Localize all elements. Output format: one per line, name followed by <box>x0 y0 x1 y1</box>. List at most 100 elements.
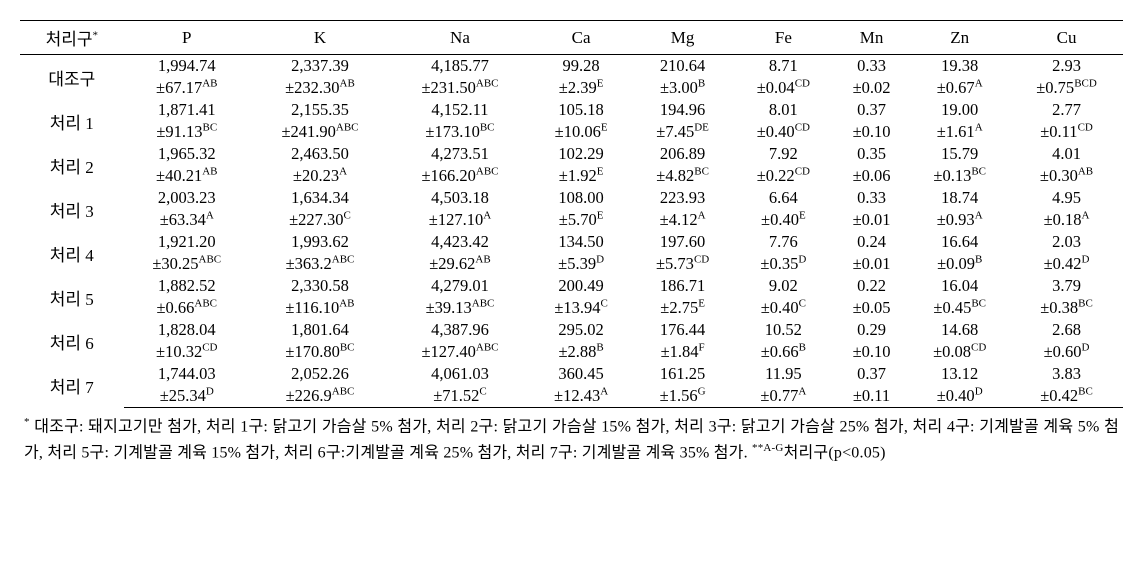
sd-cell: ±20.23A <box>250 165 390 187</box>
sig-superscript: D <box>206 386 214 398</box>
sig-superscript: D <box>798 254 806 266</box>
sd-cell: ±0.40E <box>733 209 834 231</box>
mean-cell: 10.52 <box>733 319 834 341</box>
row-label: 처리 6 <box>20 319 124 363</box>
row-label: 처리 5 <box>20 275 124 319</box>
sig-superscript: E <box>698 298 705 310</box>
row-label: 대조구 <box>20 55 124 100</box>
table-row: ±0.66ABC±116.10AB±39.13ABC±13.94C±2.75E±… <box>20 297 1123 319</box>
mean-cell: 3.79 <box>1010 275 1123 297</box>
col-header: Mn <box>834 21 910 55</box>
sd-cell: ±0.05 <box>834 297 910 319</box>
sig-superscript: BC <box>971 166 986 178</box>
sd-cell: ±67.17AB <box>124 77 250 99</box>
sd-cell: ±241.90ABC <box>250 121 390 143</box>
mean-cell: 0.37 <box>834 99 910 121</box>
sd-cell: ±173.10BC <box>390 121 530 143</box>
sd-cell: ±5.70E <box>530 209 632 231</box>
sd-cell: ±3.00B <box>632 77 733 99</box>
mean-cell: 0.33 <box>834 55 910 78</box>
sig-superscript: CD <box>795 122 810 134</box>
sig-superscript: A <box>1082 210 1090 222</box>
mean-cell: 4,061.03 <box>390 363 530 385</box>
mean-cell: 1,994.74 <box>124 55 250 78</box>
sig-superscript: C <box>601 298 608 310</box>
mean-cell: 4,423.42 <box>390 231 530 253</box>
table-row: 대조구1,994.742,337.394,185.7799.28210.648.… <box>20 55 1123 78</box>
sig-superscript: BC <box>1078 298 1093 310</box>
sig-superscript: AB <box>339 298 354 310</box>
sd-cell: ±116.10AB <box>250 297 390 319</box>
sd-cell: ±63.34A <box>124 209 250 231</box>
sig-superscript: A <box>600 386 608 398</box>
sig-superscript: F <box>699 342 705 354</box>
col-header: Ca <box>530 21 632 55</box>
sig-superscript: AB <box>202 166 217 178</box>
sd-cell: ±2.39E <box>530 77 632 99</box>
mean-cell: 7.92 <box>733 143 834 165</box>
mean-cell: 161.25 <box>632 363 733 385</box>
mean-cell: 18.74 <box>909 187 1010 209</box>
sig-superscript: E <box>597 210 604 222</box>
sd-cell: ±0.11 <box>834 385 910 408</box>
mean-cell: 1,965.32 <box>124 143 250 165</box>
col-header: Zn <box>909 21 1010 55</box>
sig-superscript: D <box>975 386 983 398</box>
table-row: ±30.25ABC±363.2ABC±29.62AB±5.39D±5.73CD±… <box>20 253 1123 275</box>
sig-superscript: ABC <box>476 342 499 354</box>
mean-cell: 186.71 <box>632 275 733 297</box>
mean-cell: 2,330.58 <box>250 275 390 297</box>
sd-cell: ±0.67A <box>909 77 1010 99</box>
sig-superscript: CD <box>202 342 217 354</box>
table-row: ±67.17AB±232.30AB±231.50ABC±2.39E±3.00B±… <box>20 77 1123 99</box>
mean-cell: 4,185.77 <box>390 55 530 78</box>
sig-superscript: BC <box>1078 386 1093 398</box>
mean-cell: 0.22 <box>834 275 910 297</box>
sig-superscript: BC <box>340 342 355 354</box>
sig-superscript: ABC <box>332 254 355 266</box>
mean-cell: 2,052.26 <box>250 363 390 385</box>
mean-cell: 102.29 <box>530 143 632 165</box>
mean-cell: 1,828.04 <box>124 319 250 341</box>
mean-cell: 134.50 <box>530 231 632 253</box>
sig-superscript: A <box>975 122 983 134</box>
col-header: 처리구* <box>20 21 124 55</box>
sig-superscript: BC <box>971 298 986 310</box>
sig-superscript: CD <box>971 342 986 354</box>
sd-cell: ±39.13ABC <box>390 297 530 319</box>
mean-cell: 1,921.20 <box>124 231 250 253</box>
sig-superscript: A <box>975 78 983 90</box>
mean-cell: 2,337.39 <box>250 55 390 78</box>
sd-cell: ±0.45BC <box>909 297 1010 319</box>
mean-cell: 7.76 <box>733 231 834 253</box>
mean-cell: 360.45 <box>530 363 632 385</box>
sig-superscript: A <box>339 166 347 178</box>
mean-cell: 0.29 <box>834 319 910 341</box>
mean-cell: 2,155.35 <box>250 99 390 121</box>
sd-cell: ±2.88B <box>530 341 632 363</box>
mean-cell: 194.96 <box>632 99 733 121</box>
sd-cell: ±12.43A <box>530 385 632 408</box>
table-row: ±63.34A±227.30C±127.10A±5.70E±4.12A±0.40… <box>20 209 1123 231</box>
sd-cell: ±0.60D <box>1010 341 1123 363</box>
mean-cell: 13.12 <box>909 363 1010 385</box>
sig-superscript: B <box>975 254 982 266</box>
mean-cell: 4,503.18 <box>390 187 530 209</box>
sig-superscript: BCD <box>1074 78 1097 90</box>
sig-superscript: B <box>698 78 705 90</box>
sd-cell: ±4.12A <box>632 209 733 231</box>
sd-cell: ±40.21AB <box>124 165 250 187</box>
sig-superscript: A <box>698 210 706 222</box>
sd-cell: ±0.42BC <box>1010 385 1123 408</box>
sd-cell: ±0.66B <box>733 341 834 363</box>
header-row: 처리구*PKNaCaMgFeMnZnCu <box>20 21 1123 55</box>
mean-cell: 19.38 <box>909 55 1010 78</box>
sig-superscript: D <box>596 254 604 266</box>
sd-cell: ±0.08CD <box>909 341 1010 363</box>
mean-cell: 295.02 <box>530 319 632 341</box>
sig-superscript: B <box>596 342 603 354</box>
sig-superscript: CD <box>694 254 709 266</box>
sig-superscript: C <box>344 210 351 222</box>
mean-cell: 15.79 <box>909 143 1010 165</box>
sig-superscript: C <box>799 298 806 310</box>
